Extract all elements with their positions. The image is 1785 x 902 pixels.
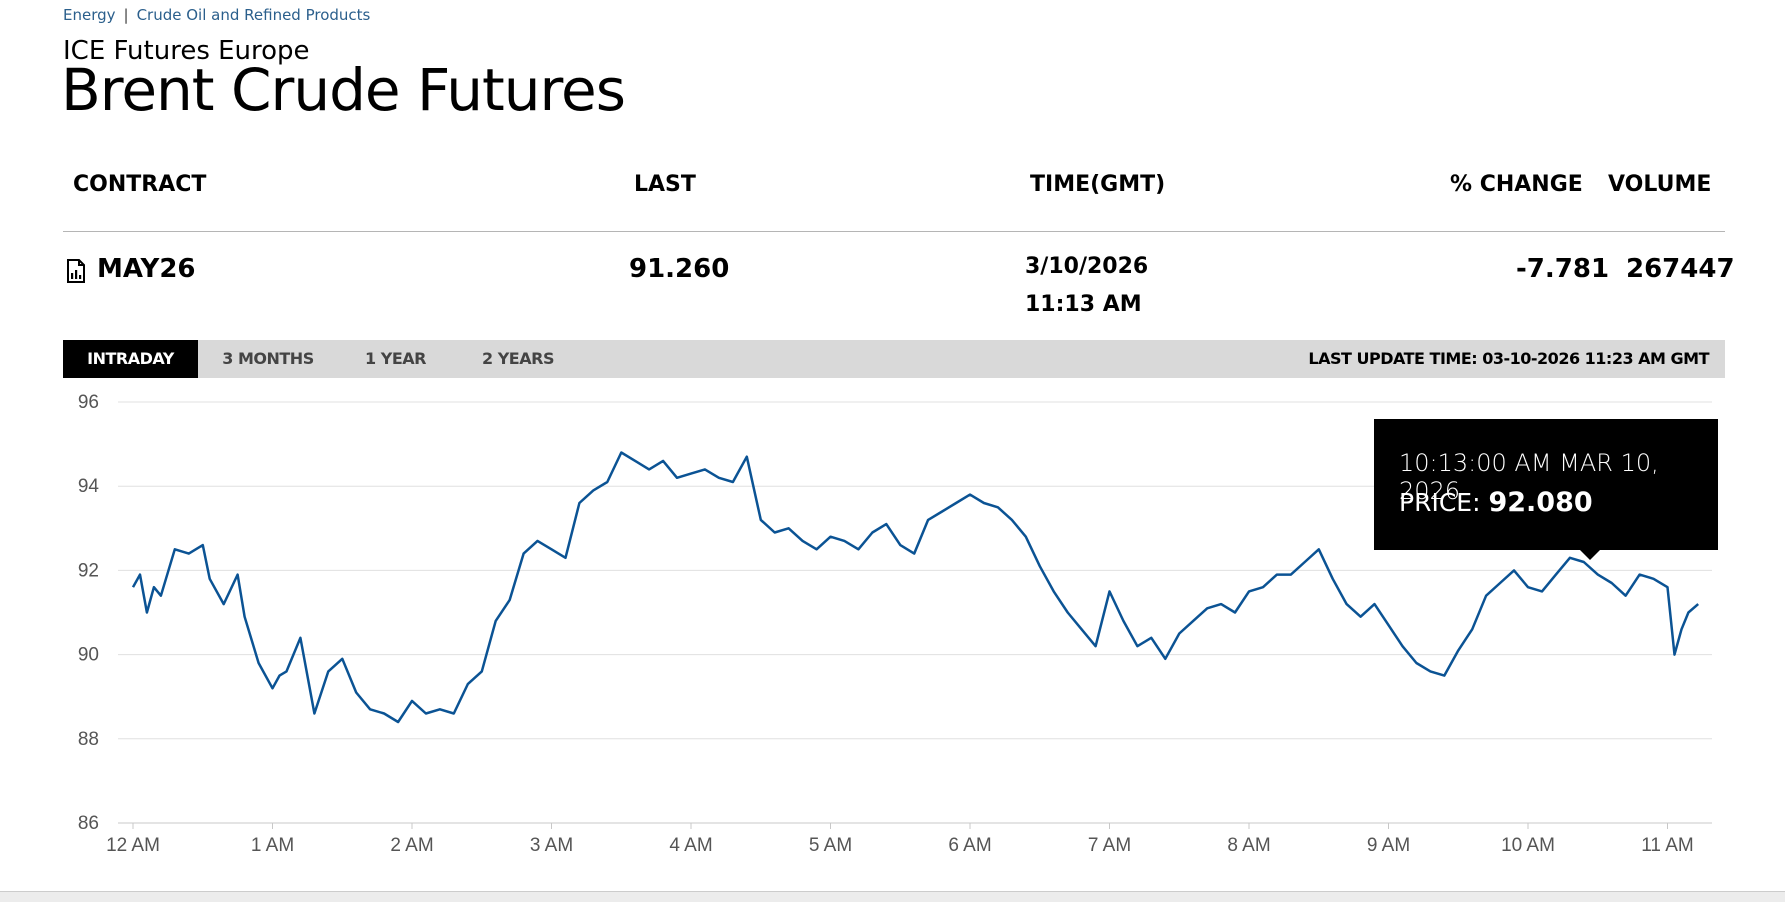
x-tick-label: 10 AM: [1501, 835, 1555, 856]
page-title: Brent Crude Futures: [61, 56, 626, 124]
breadcrumb-energy-link[interactable]: Energy: [63, 6, 116, 24]
tooltip-price: PRICE: 92.080: [1399, 487, 1593, 518]
breadcrumb-separator: |: [123, 6, 129, 24]
tooltip-arrow: [1580, 550, 1600, 560]
tab-intraday[interactable]: INTRADAY: [63, 340, 198, 378]
y-tick-label: 88: [78, 729, 99, 750]
header-contract: CONTRACT: [73, 172, 207, 197]
intraday-price-chart[interactable]: 96 94 92 90 88 86 12 AM 1 AM 2 AM 3 AM 4 AM 5 AM 6 A…: [0, 385, 1785, 865]
exchange-name: ICE Futures Europe: [63, 36, 310, 66]
x-tick-label: 1 AM: [251, 835, 294, 856]
chart-tooltip: 10:13:00 AM MAR 10, 2026 PRICE: 92.080: [1374, 419, 1718, 560]
tab-3-months[interactable]: 3 MONTHS: [222, 349, 314, 368]
last-update-time: LAST UPDATE TIME: 03-10-2026 11:23 AM GM…: [1308, 349, 1709, 368]
volume-value: 267447: [1626, 254, 1735, 284]
x-tick-label: 7 AM: [1088, 835, 1131, 856]
trade-time: 11:13 AM: [1025, 292, 1142, 317]
tab-2-years[interactable]: 2 YEARS: [482, 349, 554, 368]
x-tick-label: 5 AM: [809, 835, 852, 856]
x-tick-label: 11 AM: [1641, 835, 1693, 856]
y-tick-label: 86: [78, 813, 99, 834]
x-tick-label: 9 AM: [1367, 835, 1410, 856]
tooltip-time: 10:13:00 AM MAR 10, 2026: [1399, 449, 1659, 505]
header-change: % CHANGE: [1450, 172, 1583, 197]
y-tick-label: 94: [78, 476, 100, 497]
x-tick-label: 8 AM: [1227, 835, 1270, 856]
y-tick-label: 90: [78, 645, 99, 666]
y-tick-label: 92: [78, 560, 99, 581]
header-last: LAST: [634, 172, 696, 197]
breadcrumb-crude-link[interactable]: Crude Oil and Refined Products: [136, 6, 371, 24]
y-tick-label: 96: [78, 392, 99, 413]
trade-date: 3/10/2026: [1025, 254, 1149, 279]
chart-tab-bar: INTRADAY 3 MONTHS 1 YEAR 2 YEARS LAST UP…: [63, 340, 1725, 378]
table-divider: [63, 231, 1725, 232]
tab-1-year[interactable]: 1 YEAR: [365, 349, 426, 368]
x-tick-label: 3 AM: [530, 835, 573, 856]
last-price: 91.260: [629, 254, 730, 284]
x-tick-label: 6 AM: [948, 835, 991, 856]
price-series-line[interactable]: [131, 451, 1700, 724]
horizontal-scrollbar[interactable]: [0, 891, 1785, 902]
breadcrumb: Energy | Crude Oil and Refined Products: [63, 6, 370, 24]
tooltip-price-label: PRICE:: [1399, 488, 1481, 517]
tooltip-price-value: 92.080: [1488, 487, 1593, 518]
x-tick-label: 4 AM: [669, 835, 712, 856]
header-volume: VOLUME: [1608, 172, 1712, 197]
x-tick-label: 12 AM: [106, 835, 160, 856]
header-time: TIME(GMT): [1030, 172, 1166, 197]
x-tick-label: 2 AM: [390, 835, 433, 856]
percent-change: -7.781: [1516, 254, 1610, 284]
document-chart-icon[interactable]: [66, 259, 86, 284]
contract-name[interactable]: MAY26: [97, 254, 196, 284]
